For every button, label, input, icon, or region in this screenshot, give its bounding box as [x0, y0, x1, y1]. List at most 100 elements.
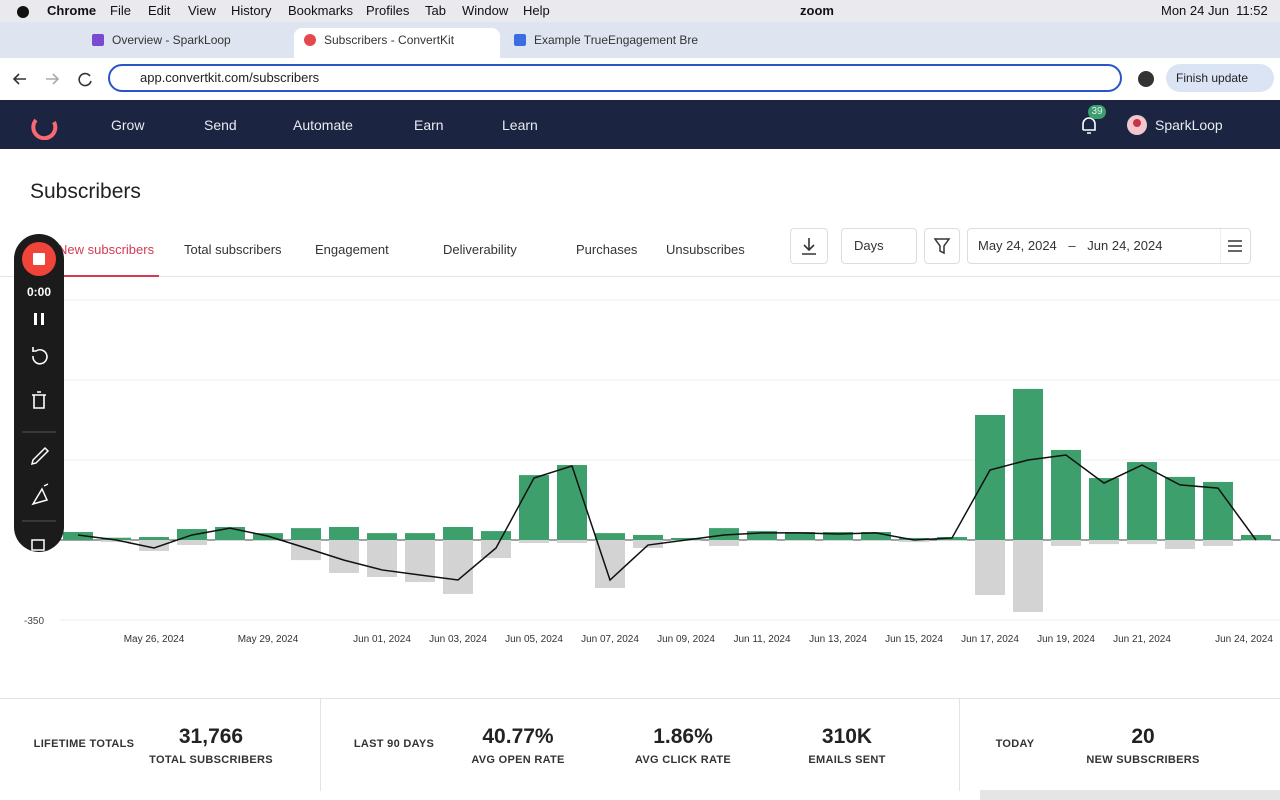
nav-item[interactable]: Grow: [111, 117, 145, 133]
update-button[interactable]: Finish update: [1166, 64, 1274, 92]
stat-label: NEW SUBSCRIBERS: [1086, 754, 1200, 766]
x-tick-label: Jun 24, 2024: [1215, 634, 1273, 645]
bar: [1165, 476, 1195, 540]
address-bar[interactable]: app.convertkit.com/subscribers: [108, 64, 1122, 92]
stats-group: LIFETIME TOTALS 31,766 TOTAL SUBSCRIBERS: [0, 699, 321, 791]
nav-item[interactable]: Automate: [293, 117, 353, 133]
logo[interactable]: [28, 110, 60, 140]
bar: [899, 537, 929, 540]
date-from: May 24, 2024: [978, 238, 1057, 253]
browser-tab[interactable]: Overview - SparkLoop: [82, 28, 288, 58]
subtab[interactable]: New subscribers: [58, 242, 155, 257]
x-tick-label: Jun 09, 2024: [657, 634, 715, 645]
bar: [253, 540, 283, 541]
menu-item[interactable]: Tab: [425, 3, 446, 18]
bar: [1127, 540, 1157, 545]
browser-tab[interactable]: Subscribers - ConvertKit: [294, 28, 500, 58]
menu-item[interactable]: Help: [523, 3, 550, 18]
avatar[interactable]: [1126, 114, 1148, 136]
x-tick-label: Jun 13, 2024: [809, 634, 867, 645]
menu-item[interactable]: File: [110, 3, 131, 18]
zoom-status: zoom: [800, 3, 834, 18]
stats-group-label: TODAY: [995, 738, 1035, 750]
bar: [1051, 449, 1081, 540]
tab-title: Subscribers - ConvertKit: [324, 33, 455, 47]
bar: [1241, 540, 1271, 541]
x-tick-label: Jun 21, 2024: [1113, 634, 1171, 645]
bar: [1165, 540, 1195, 549]
recorder-icons: [22, 242, 56, 551]
subtab[interactable]: Purchases: [576, 242, 638, 257]
interval-select[interactable]: Days: [841, 228, 917, 264]
stat-value: 1.86%: [653, 725, 713, 748]
bar: [367, 533, 397, 540]
x-tick-label: Jun 07, 2024: [581, 634, 639, 645]
date-range[interactable]: May 24, 2024 – Jun 24, 2024: [967, 228, 1251, 264]
stat-label: AVG CLICK RATE: [634, 754, 732, 766]
nav-item[interactable]: Send: [204, 117, 237, 133]
menu-item[interactable]: Bookmarks: [288, 3, 354, 18]
bar: [861, 532, 891, 540]
stat-label: TOTAL SUBSCRIBERS: [149, 754, 273, 766]
stat-value: 20: [1131, 725, 1155, 748]
stats-group: TODAY 20 NEW SUBSCRIBERS: [960, 699, 1280, 791]
date-to: Jun 24, 2024: [1087, 238, 1163, 253]
x-tick-label: Jun 03, 2024: [429, 634, 487, 645]
page-title: Subscribers: [30, 180, 141, 203]
menu-item[interactable]: Edit: [148, 3, 171, 18]
bar: [709, 540, 739, 546]
bar: [709, 528, 739, 540]
menu-item[interactable]: History: [231, 3, 272, 18]
bar: [291, 540, 321, 561]
menu-item[interactable]: Window: [462, 3, 509, 18]
bar: [481, 540, 511, 559]
active-tab-underline: [40, 275, 159, 277]
bar: [1241, 534, 1271, 540]
bar: [595, 533, 625, 540]
bar: [63, 532, 93, 540]
bar: [1127, 462, 1157, 540]
bar: [1203, 481, 1233, 540]
bar: [481, 531, 511, 540]
apple-icon: [17, 6, 29, 18]
nav-item[interactable]: Earn: [414, 117, 444, 133]
bar: [1089, 540, 1119, 545]
download-button[interactable]: [790, 228, 828, 264]
stats-group-label: LAST 90 DAYS: [353, 738, 435, 750]
bar: [937, 540, 967, 541]
stat-label: EMAILS SENT: [808, 754, 886, 766]
nav-item[interactable]: Learn: [502, 117, 538, 133]
bar: [215, 526, 245, 540]
bar: [747, 531, 777, 540]
tab-icon: [92, 34, 104, 46]
x-tick-label: Jun 01, 2024: [353, 634, 411, 645]
bar: [291, 528, 321, 540]
menu-item[interactable]: View: [188, 3, 216, 18]
bar: [975, 414, 1005, 540]
y-tick-label: -350: [24, 616, 44, 627]
notification-badge: 39: [1088, 105, 1106, 119]
tab-strip: Overview - SparkLoop Subscribers - Conver…: [0, 22, 1280, 58]
subtab[interactable]: Total subscribers: [184, 242, 282, 257]
bar: [747, 540, 777, 541]
bar: [177, 540, 207, 546]
x-tick-label: Jun 05, 2024: [505, 634, 563, 645]
subtab[interactable]: Unsubscribes: [666, 242, 745, 257]
bell-icon[interactable]: [1078, 114, 1100, 136]
menu-icon[interactable]: [1220, 229, 1250, 263]
interval-label: Days: [854, 238, 884, 253]
tab-title: Overview - SparkLoop: [112, 33, 231, 47]
footer-strip: [980, 790, 1280, 800]
bar: [899, 540, 929, 543]
subtab[interactable]: Deliverability: [443, 242, 517, 257]
bar: [823, 532, 853, 540]
subtab[interactable]: Engagement: [315, 242, 389, 257]
filter-button[interactable]: [924, 228, 960, 264]
browser-tab[interactable]: Example TrueEngagement Bre: [504, 28, 720, 58]
stat-value: 31,766: [178, 725, 244, 748]
menu-item[interactable]: Profiles: [366, 3, 410, 18]
account-name[interactable]: SparkLoop: [1155, 117, 1223, 133]
bar: [139, 540, 169, 551]
profile-icon[interactable]: [1137, 70, 1155, 88]
